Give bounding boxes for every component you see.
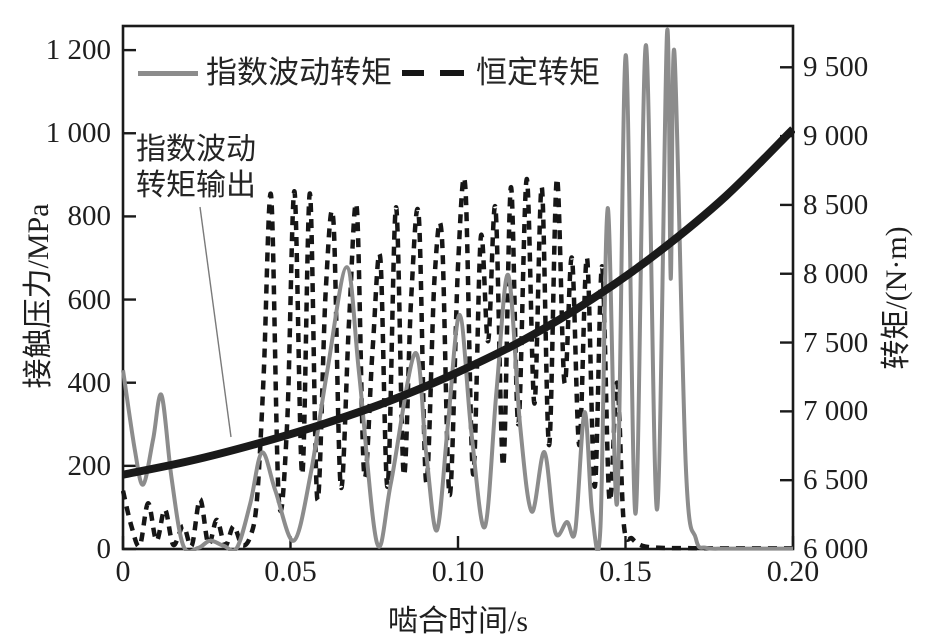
x-tick-label: 0 [115, 555, 131, 588]
curve-exp-torque-pressure [121, 27, 793, 551]
y-left-tick-label: 800 [67, 200, 112, 233]
y-left-tick-label: 1 000 [45, 117, 111, 150]
y-right-tick-label: 7 000 [803, 395, 869, 428]
y-left-tick-label: 0 [96, 533, 112, 565]
y-right-tick-label: 9 500 [803, 51, 869, 84]
y-right-axis-title: 转矩/(N·m) [880, 226, 913, 370]
x-tick-label: 0.20 [766, 555, 820, 588]
legend-label-const-torque: 恒定转矩 [476, 55, 600, 90]
annotation-line-1: 指数波动 [136, 133, 256, 166]
x-axis-title: 啮合时间/s [387, 605, 529, 638]
x-tick-label: 0.05 [264, 555, 317, 588]
legend-label-exp-torque: 指数波动转矩 [206, 55, 392, 90]
y-left-tick-label: 600 [67, 283, 112, 316]
y-left-tick-label: 1 200 [45, 34, 111, 67]
curve-exp-torque-output [122, 126, 795, 479]
x-tick-label: 0.15 [599, 555, 652, 588]
curve-const-torque-pressure [121, 175, 793, 551]
y-right-tick-label: 6 000 [803, 533, 869, 565]
y-right-tick-label: 9 000 [803, 120, 869, 153]
annotation-exp-torque-output: 指数波动 转矩输出 [136, 132, 256, 204]
x-tick-label: 0.10 [431, 555, 485, 588]
y-left-tick-label: 400 [67, 366, 112, 399]
legend-solid-line-swatch [138, 71, 198, 76]
legend-dashed-line-swatch [440, 70, 464, 76]
y-right-tick-label: 7 500 [803, 326, 869, 359]
y-left-tick-label: 200 [67, 449, 112, 482]
y-right-tick-label: 8 000 [803, 257, 869, 290]
y-right-tick-label: 8 500 [803, 188, 869, 221]
legend-dashed-line-swatch [402, 70, 424, 76]
annotation-line-2: 转矩输出 [136, 169, 256, 202]
y-left-axis-title: 接触压力/MPa [22, 203, 55, 389]
y-right-tick-label: 6 500 [803, 464, 869, 497]
annotation-leader-line [199, 206, 232, 438]
